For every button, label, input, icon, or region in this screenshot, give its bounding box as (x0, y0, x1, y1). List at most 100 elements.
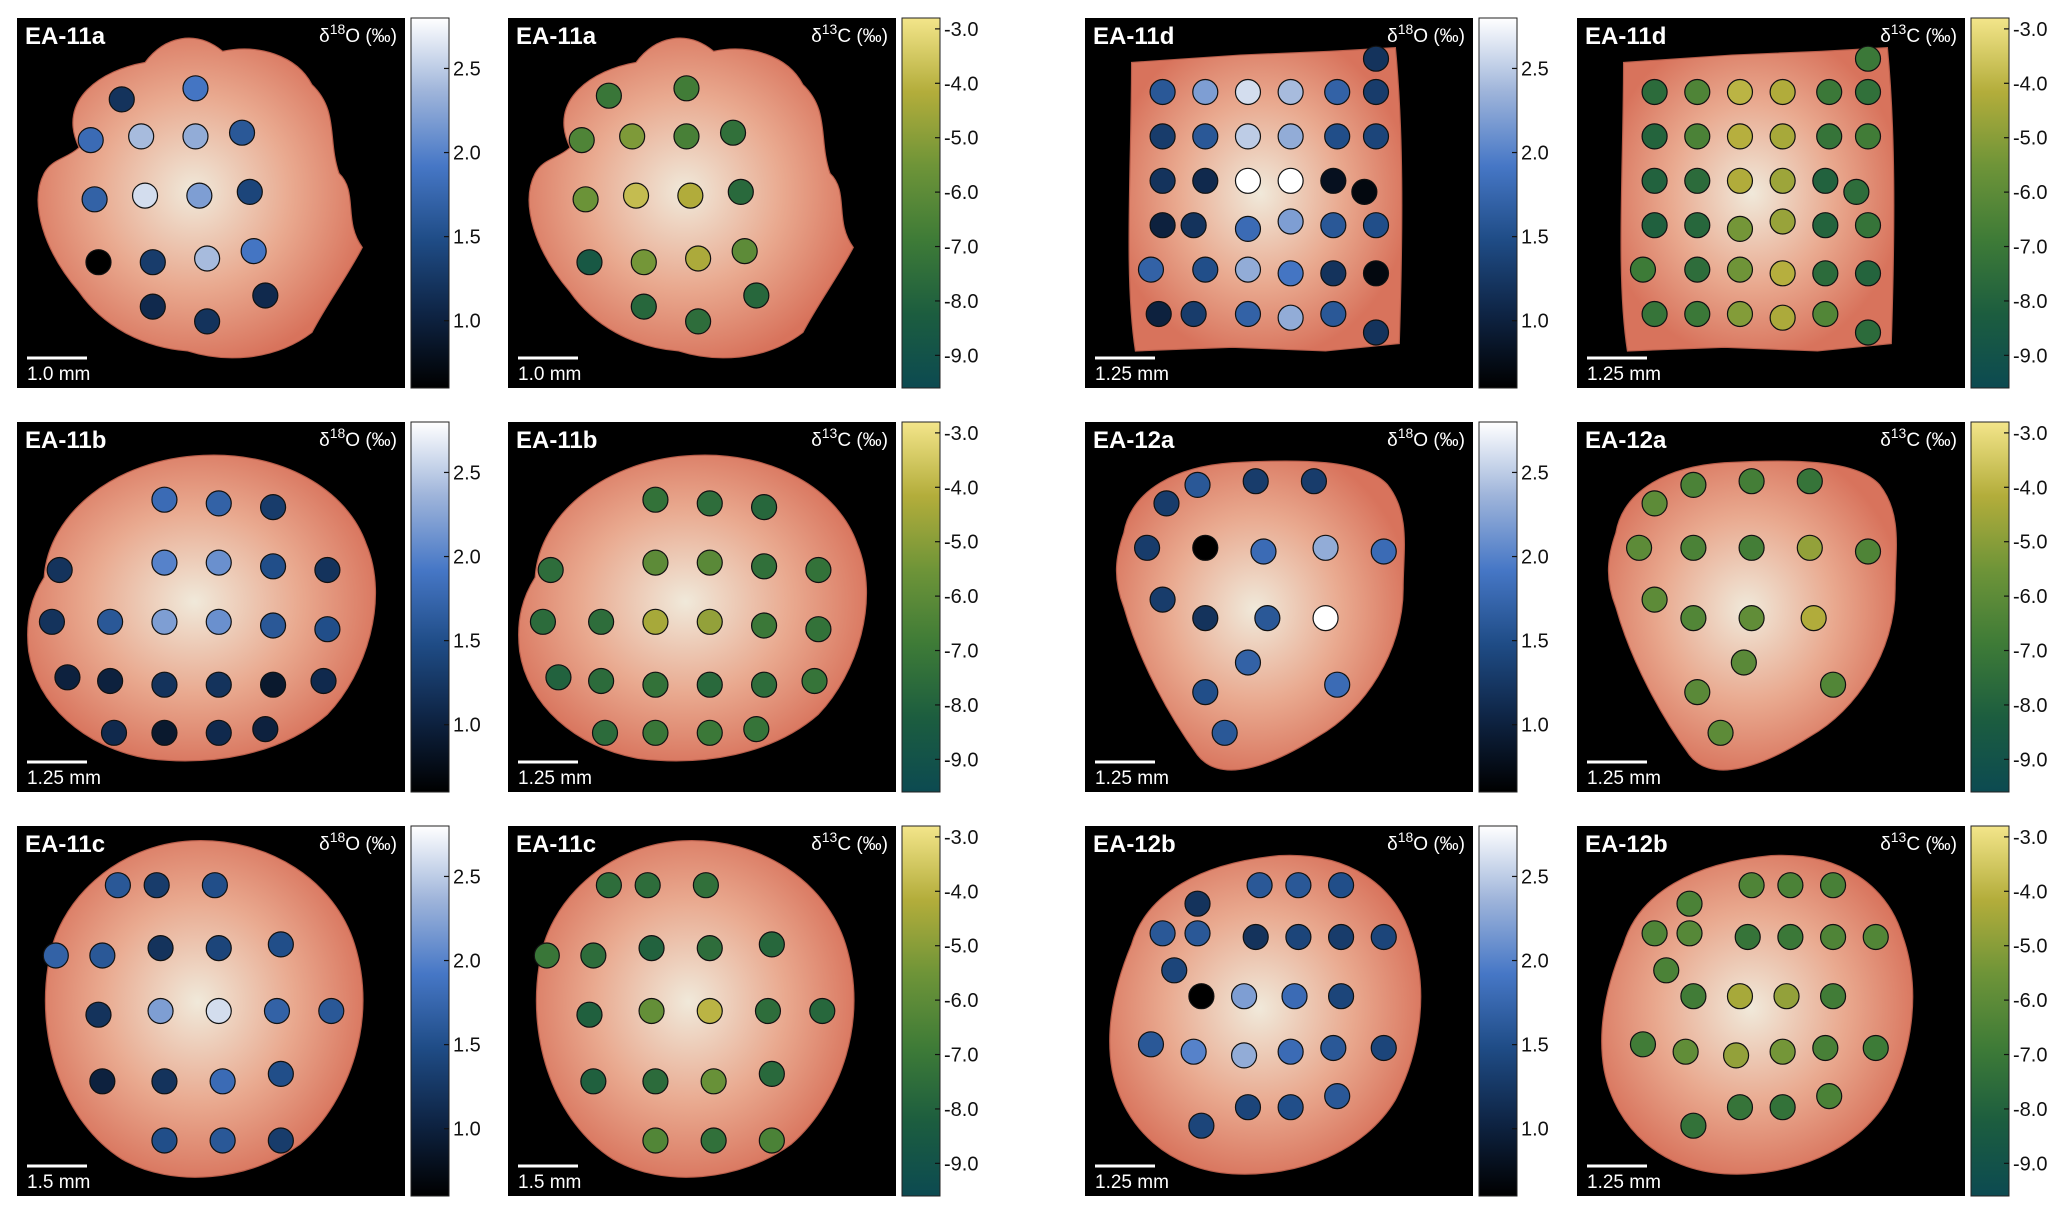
analysis-spot (1242, 923, 1269, 951)
colorbar (410, 421, 450, 793)
colorbar-ticks: 2.5 2.0 1.5 1.0 (1512, 58, 1549, 333)
analysis-spot (1277, 1038, 1304, 1065)
analysis-spot (805, 616, 832, 643)
analysis-spot (638, 997, 665, 1025)
analysis-spot (1726, 256, 1754, 283)
analysis-spot (1854, 319, 1882, 346)
analysis-spot (1680, 605, 1707, 632)
analysis-spot (1726, 167, 1754, 194)
sample-label: EA-12b (1093, 831, 1176, 858)
analysis-spot (692, 872, 719, 899)
scale-bar-label: 1.25 mm (1587, 768, 1661, 789)
analysis-spot (1180, 300, 1207, 328)
isotope-label: δ13C (‰) (1880, 829, 1957, 855)
analysis-spot (595, 82, 622, 109)
analysis-spot (194, 308, 221, 335)
analysis-spot (143, 872, 170, 899)
analysis-spot (696, 997, 723, 1025)
analysis-spot (1277, 1094, 1304, 1121)
analysis-spot (1812, 260, 1839, 287)
analysis-spot (205, 671, 232, 698)
colorbar-ticks: -3.0 -4.0 -5.0 -6.0 -7.0 -8.0 -9.0 (935, 423, 978, 771)
analysis-spot (1769, 260, 1796, 287)
analysis-spot (1254, 605, 1281, 632)
analysis-spot (1641, 586, 1668, 613)
colorbar-tick-label: 1.0 (453, 1119, 481, 1141)
panel-svg: EA-11c δ13C (‰) 1.5 mm -3.0-4.0-5.0-6.0-… (508, 825, 978, 1197)
sample-label: EA-11b (25, 427, 106, 454)
analysis-spot (758, 931, 785, 958)
analysis-spot (89, 942, 116, 969)
analysis-spot (1854, 45, 1882, 72)
colorbar-tick-label: -9.0 (2013, 345, 2047, 367)
analysis-spot (1362, 45, 1390, 72)
scale-bar: 1.5 mm (27, 1164, 90, 1193)
colorbar-tick-label: 1.0 (1521, 715, 1549, 737)
analysis-spot (1149, 78, 1176, 106)
analysis-spot (696, 719, 723, 746)
analysis-spot (719, 119, 747, 146)
analysis-spot (1641, 920, 1668, 947)
scale-bar: 1.0 mm (27, 356, 90, 385)
analysis-spot (1277, 78, 1304, 106)
colorbar-tick-label: 2.0 (453, 143, 481, 165)
isotope-label: δ18O (‰) (319, 829, 397, 855)
analysis-spot (1769, 167, 1796, 194)
analysis-spot (1625, 534, 1653, 561)
analysis-spot (151, 549, 178, 576)
colorbar-tick-label: -5.0 (944, 532, 978, 554)
analysis-spot (685, 308, 712, 335)
scale-bar: 1.25 mm (518, 760, 592, 789)
colorbar-tick-label: 1.5 (453, 227, 481, 249)
colorbar (901, 17, 941, 389)
analysis-spot (1641, 78, 1668, 106)
colorbar-tick-label: 2.5 (1521, 866, 1549, 888)
analysis-spot (205, 490, 232, 517)
analysis-spot (1773, 983, 1800, 1010)
colorbar-tick-label: -9.0 (2013, 749, 2047, 771)
analysis-spot (1133, 534, 1161, 561)
analysis-spot (576, 249, 603, 276)
analysis-spot (77, 126, 104, 154)
sample-spots (533, 872, 836, 1154)
analysis-spot (1816, 1083, 1843, 1110)
analysis-spot (209, 1068, 236, 1095)
analysis-spot (139, 249, 166, 276)
colorbar-tick-label: -9.0 (2013, 1153, 2047, 1175)
analysis-spot (1188, 1112, 1215, 1139)
colorbar-tick-label: -7.0 (944, 641, 978, 663)
colorbar-gradient (1478, 17, 1518, 389)
analysis-spot (1726, 78, 1754, 106)
analysis-spot (1234, 649, 1262, 676)
analysis-spot (1327, 983, 1355, 1010)
analysis-spot (1312, 534, 1339, 561)
analysis-spot (1641, 212, 1668, 239)
analysis-spot (201, 872, 228, 899)
colorbar-tick-label: -3.0 (2013, 423, 2047, 445)
colorbar-tick-label: -8.0 (944, 695, 978, 717)
analysis-spot (108, 86, 135, 113)
isotope-label: δ18O (‰) (319, 425, 397, 451)
analysis-spot (634, 872, 661, 899)
analysis-spot (1192, 256, 1219, 283)
analysis-spot (1184, 890, 1211, 917)
analysis-spot (1149, 167, 1176, 194)
analysis-spot (1192, 534, 1219, 561)
analysis-spot (85, 249, 112, 276)
analysis-spot (1192, 679, 1219, 706)
analysis-spot (1145, 300, 1172, 328)
analysis-spot (38, 608, 66, 635)
analysis-spot (104, 872, 131, 899)
sample-spots (568, 75, 770, 335)
analysis-spot (1234, 123, 1262, 150)
analysis-spot (1137, 1031, 1165, 1058)
analysis-spot (1234, 1094, 1262, 1121)
colorbar-gradient (901, 17, 941, 389)
analysis-spot (1819, 671, 1847, 698)
analysis-spot (638, 934, 665, 962)
analysis-spot (801, 667, 828, 695)
analysis-spot (1722, 1042, 1750, 1069)
analysis-spot (1188, 983, 1215, 1010)
analysis-spot (696, 490, 723, 517)
colorbar (410, 17, 450, 389)
